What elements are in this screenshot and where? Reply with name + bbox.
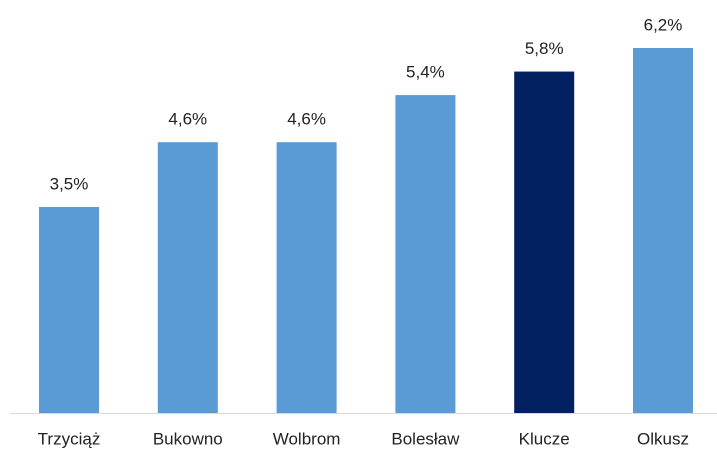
bar <box>514 71 575 413</box>
value-label: 5,4% <box>406 63 445 82</box>
value-label: 4,6% <box>287 110 326 129</box>
x-tick-label: Bolesław <box>391 429 460 448</box>
x-tick-label: Trzyciąż <box>38 429 101 448</box>
value-label: 6,2% <box>644 15 683 34</box>
bar <box>39 206 99 413</box>
x-tick-label: Olkusz <box>637 429 689 448</box>
bar <box>157 142 218 413</box>
bar <box>395 95 456 413</box>
bar <box>633 48 693 413</box>
x-tick-label: Wolbrom <box>273 429 341 448</box>
x-tick-label: Klucze <box>519 429 570 448</box>
value-label: 3,5% <box>50 174 89 193</box>
bar <box>276 142 337 413</box>
value-label: 4,6% <box>168 110 207 129</box>
x-tick-label: Bukowno <box>153 429 223 448</box>
value-label: 5,8% <box>525 39 564 58</box>
